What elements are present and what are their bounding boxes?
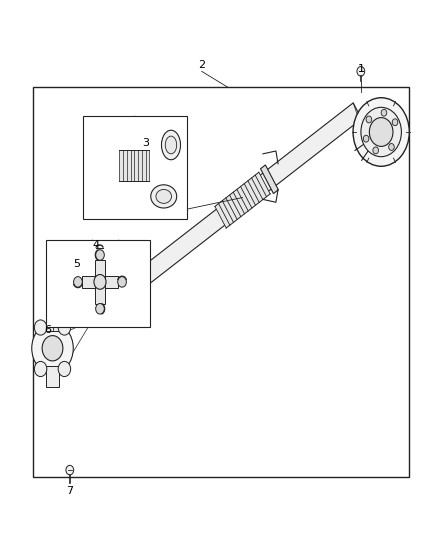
Circle shape xyxy=(392,119,398,126)
Circle shape xyxy=(366,116,372,123)
Polygon shape xyxy=(215,172,270,228)
Circle shape xyxy=(381,109,387,116)
Ellipse shape xyxy=(162,130,180,160)
Polygon shape xyxy=(261,165,279,193)
Circle shape xyxy=(353,98,409,166)
Circle shape xyxy=(95,303,104,314)
Circle shape xyxy=(361,107,401,157)
Text: 5: 5 xyxy=(73,259,80,269)
Text: 1: 1 xyxy=(358,64,365,74)
Polygon shape xyxy=(46,366,59,387)
Circle shape xyxy=(369,118,393,147)
Bar xyxy=(46,240,150,327)
Circle shape xyxy=(58,320,71,335)
Text: 4: 4 xyxy=(92,240,99,251)
Circle shape xyxy=(118,277,127,287)
Circle shape xyxy=(363,135,369,142)
Circle shape xyxy=(42,336,63,361)
Circle shape xyxy=(373,147,378,154)
Text: 3: 3 xyxy=(142,138,149,148)
Polygon shape xyxy=(100,276,118,288)
Text: 6: 6 xyxy=(45,325,52,335)
Bar xyxy=(33,87,409,478)
Ellipse shape xyxy=(156,189,172,204)
Circle shape xyxy=(34,361,47,377)
Ellipse shape xyxy=(165,136,177,154)
Circle shape xyxy=(74,277,82,287)
Polygon shape xyxy=(82,276,100,288)
Polygon shape xyxy=(119,150,149,181)
Circle shape xyxy=(34,320,47,335)
Circle shape xyxy=(58,361,71,377)
Polygon shape xyxy=(109,103,361,309)
Circle shape xyxy=(32,323,73,374)
Text: 2: 2 xyxy=(198,60,205,70)
Bar xyxy=(83,116,187,219)
Circle shape xyxy=(66,465,74,475)
Polygon shape xyxy=(95,260,105,282)
Circle shape xyxy=(357,67,365,76)
Polygon shape xyxy=(95,282,105,304)
Circle shape xyxy=(95,250,104,260)
Ellipse shape xyxy=(151,185,177,208)
Circle shape xyxy=(389,143,394,150)
Circle shape xyxy=(94,274,106,289)
Polygon shape xyxy=(46,309,59,330)
Text: 7: 7 xyxy=(66,486,74,496)
